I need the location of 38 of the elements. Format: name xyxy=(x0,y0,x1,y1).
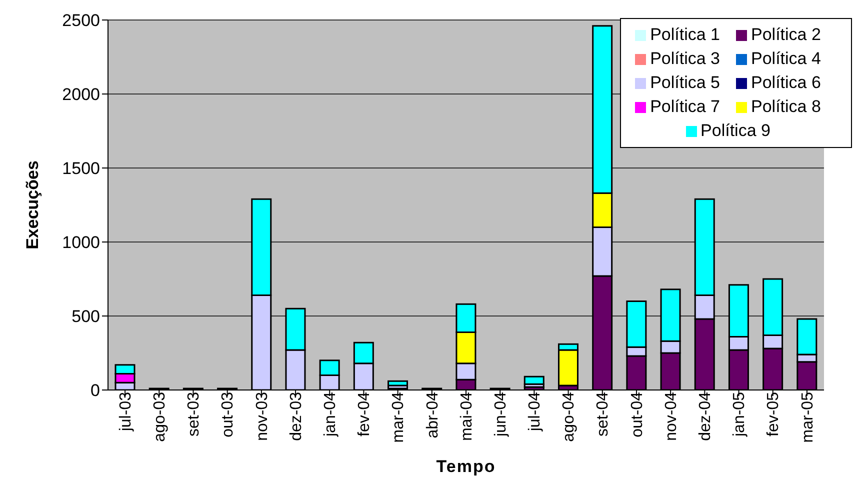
y-tick-label: 0 xyxy=(90,381,100,400)
x-tick-label: set-03 xyxy=(186,392,203,436)
x-tick-label: dez-04 xyxy=(697,392,714,441)
legend-label: Política 4 xyxy=(751,49,821,68)
x-tick-label: nov-03 xyxy=(254,392,271,441)
x-tick-label: abr-04 xyxy=(424,392,442,438)
x-tick-label: out-04 xyxy=(628,392,646,438)
x-tick-label: fev-05 xyxy=(765,392,782,436)
x-tick-label: mar-05 xyxy=(799,392,816,443)
legend-label: Política 5 xyxy=(650,73,720,92)
x-tick-label: nov-04 xyxy=(662,392,680,441)
x-tick-label: mai-04 xyxy=(458,392,476,441)
y-tick-label: 1500 xyxy=(62,159,100,178)
y-tick-label: 500 xyxy=(72,307,100,326)
x-axis-title: Tempo xyxy=(436,457,496,476)
legend-label: Política 1 xyxy=(650,25,720,44)
x-tick-label: jul-03 xyxy=(117,392,134,432)
x-tick-label: set-04 xyxy=(594,392,612,436)
y-tick-label: 1000 xyxy=(62,233,100,252)
x-tick-label: jul-04 xyxy=(526,392,544,432)
x-tick-label: dez-03 xyxy=(288,392,305,441)
legend-label: Política 8 xyxy=(751,97,821,116)
y-tick-label: 2000 xyxy=(62,85,100,104)
legend-label: Política 2 xyxy=(751,25,821,44)
x-tick-label: ago-03 xyxy=(152,392,169,442)
x-tick-label: jun-04 xyxy=(492,392,510,438)
legend-label: Política 9 xyxy=(700,121,770,140)
y-tick-label: 2500 xyxy=(62,11,100,30)
x-tick-label: jan-05 xyxy=(731,392,748,438)
x-tick-label: jan-04 xyxy=(322,392,339,438)
legend-label: Política 3 xyxy=(650,49,720,68)
x-tick-label: ago-04 xyxy=(560,392,578,442)
y-axis-title: Execuções xyxy=(23,160,42,250)
legend-label: Política 7 xyxy=(650,97,720,116)
legend-label: Política 6 xyxy=(751,73,821,92)
x-tick-label: out-03 xyxy=(220,392,237,438)
x-tick-label: fev-04 xyxy=(356,392,374,436)
x-tick-label: mar-04 xyxy=(390,392,408,443)
